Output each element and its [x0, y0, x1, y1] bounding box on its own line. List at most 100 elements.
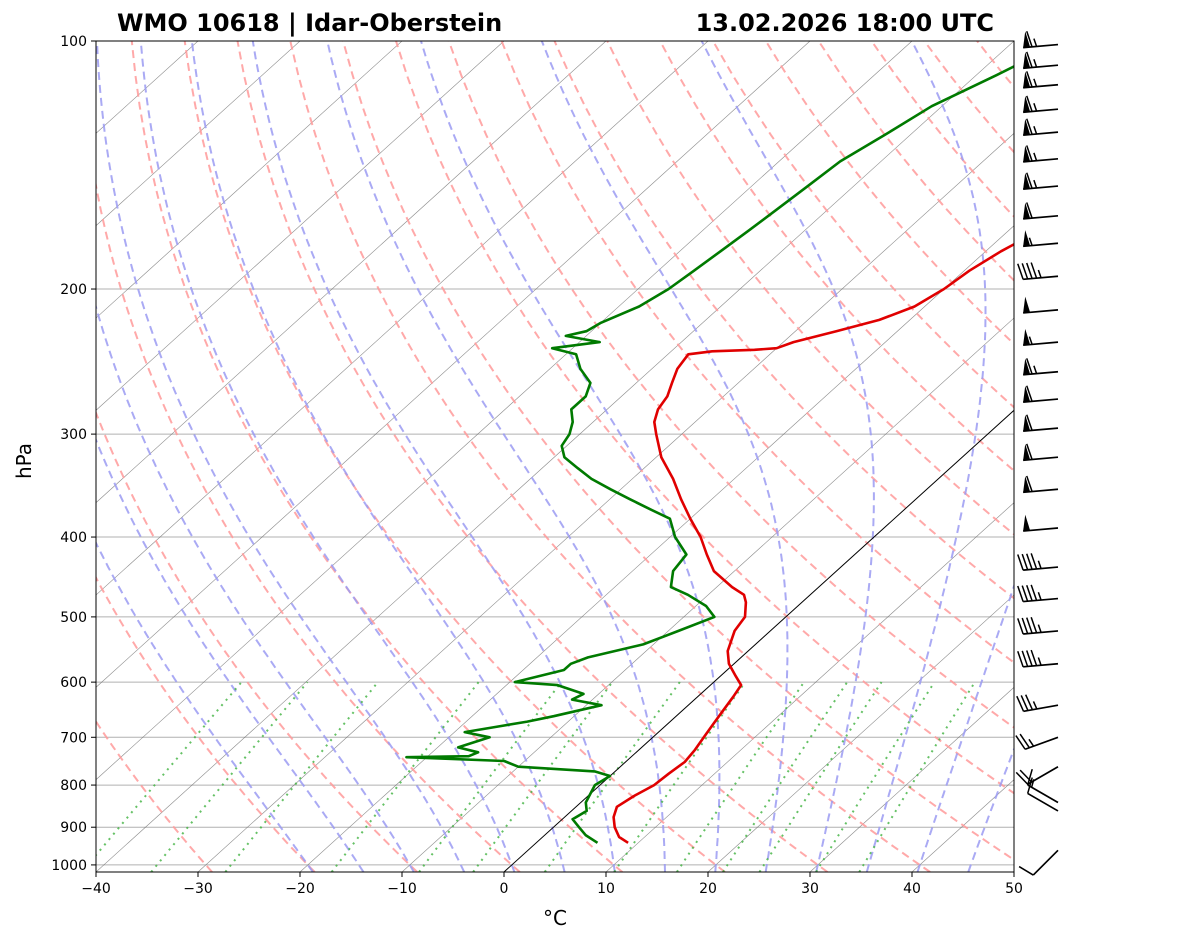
dry-adiabat-line: [130, 41, 624, 872]
wind-barb: [1026, 768, 1059, 804]
wind-barb-half: [1033, 38, 1038, 47]
wind-barb: [1023, 51, 1059, 70]
wind-barb-flag: [1023, 96, 1031, 113]
wind-barb-half: [1032, 701, 1038, 710]
wind-barb-staff: [1023, 488, 1059, 494]
y-tick-label: 1000: [51, 858, 87, 874]
wind-barb: [1017, 553, 1059, 571]
wind-barb-full: [1026, 51, 1033, 68]
x-tick-label: 0: [500, 881, 509, 897]
mixing-ratio-line: [815, 681, 936, 872]
wind-barb-full: [1026, 95, 1033, 112]
isotherm-line: [96, 41, 505, 411]
isotherm-line: [96, 41, 913, 781]
wind-barb-full: [1026, 584, 1033, 602]
x-tick-label: −20: [285, 881, 315, 897]
wind-barb-staff: [1023, 64, 1059, 70]
wind-barb-staff: [1027, 765, 1059, 785]
wind-barb-full: [1024, 694, 1034, 711]
wind-barb-staff: [1027, 784, 1059, 804]
wind-barb-full: [1017, 263, 1024, 280]
dewpoint-profile-line: [405, 65, 1014, 844]
x-axis-label: °C: [543, 906, 567, 930]
wind-barb-half: [1033, 103, 1038, 112]
wind-barb-staff: [1023, 704, 1059, 713]
mixing-ratio-line: [472, 681, 614, 872]
dry-adiabat-line: [659, 41, 1014, 472]
wind-barb: [1023, 443, 1059, 462]
wind-barb-half: [1037, 560, 1042, 569]
dry-adiabat-line: [1136, 41, 1181, 872]
wind-barb: [1015, 733, 1059, 751]
wind-barb-full: [1017, 585, 1024, 602]
wind-barb: [1023, 296, 1059, 314]
y-tick-label: 900: [60, 820, 87, 836]
isotherm-line: [1013, 871, 1014, 872]
dry-adiabat-line: [395, 41, 1014, 795]
moist-adiabat-line: [700, 41, 875, 872]
wind-barb-flag: [1023, 202, 1031, 219]
isotherm-line: [707, 594, 1014, 872]
moist-adiabat-line: [916, 582, 1014, 872]
wind-barb-full: [1021, 617, 1029, 634]
mixing-ratio-line: [676, 681, 805, 872]
wind-barb-full: [1030, 584, 1038, 601]
mixing-ratio-line: [722, 681, 849, 872]
dry-adiabat-line: [712, 41, 1014, 409]
wind-barb-full: [1019, 733, 1030, 749]
dry-adiabat-line: [1083, 41, 1181, 872]
wind-barb: [1023, 358, 1059, 376]
moist-adiabat-line: [967, 746, 1014, 872]
wind-barb: [1017, 649, 1059, 668]
wind-barb: [1018, 849, 1059, 876]
moist-adiabat-line: [540, 41, 789, 872]
mixing-ratio-line: [758, 681, 883, 872]
wind-barb-full: [1026, 30, 1033, 48]
isotherm-line: [401, 317, 1014, 872]
wind-barb-flag: [1023, 514, 1031, 532]
wind-barb-full: [1026, 443, 1033, 460]
dry-adiabat-line: [96, 575, 316, 872]
wind-barb-flag: [1023, 296, 1031, 313]
x-axis: −40 −30 −20 −10 0 10 20 30 40 50: [81, 872, 1023, 897]
wind-barb-full: [1026, 262, 1033, 279]
wind-barb: [1023, 328, 1059, 347]
moist-adiabat-line: [1019, 41, 1181, 872]
x-tick-label: −40: [81, 881, 111, 897]
profile-lines: [405, 65, 1014, 844]
y-tick-label: 600: [60, 675, 87, 691]
wind-barb-flag: [1023, 118, 1031, 136]
wind-barb: [1023, 30, 1059, 49]
isotherm-line: [96, 41, 709, 596]
wind-barb: [1023, 95, 1059, 114]
x-tick-label: 40: [903, 881, 921, 897]
wind-barb: [1023, 414, 1059, 432]
wind-barb-flag: [1023, 172, 1031, 190]
y-tick-label: 700: [60, 730, 87, 746]
x-tick-label: 30: [801, 881, 819, 897]
y-tick-label: 800: [60, 778, 87, 794]
chart-title-station: WMO 10618 | Idar-Oberstein: [117, 9, 502, 37]
mixing-ratio-line: [543, 681, 681, 872]
wind-barb-full: [1026, 118, 1033, 135]
wind-barb-flag: [1023, 476, 1031, 493]
zero-isotherm-line: [503, 409, 1014, 872]
x-tick-label: −10: [387, 881, 417, 897]
chart-title-time: 13.02.2026 18:00 UTC: [696, 9, 994, 37]
moist-adiabat-line: [865, 41, 987, 872]
wind-barb-flag: [1023, 444, 1031, 461]
wind-barb-flag: [1023, 328, 1031, 346]
mixing-ratio-line: [330, 681, 480, 872]
wind-barb-full: [1030, 262, 1038, 279]
wind-barbs: [1015, 30, 1059, 876]
wind-barb-staff: [1032, 849, 1059, 876]
dry-adiabat-line: [183, 41, 726, 872]
wind-barb-flag: [1023, 145, 1031, 162]
dry-adiabat-line: [342, 41, 1014, 861]
wind-barb-full: [1019, 769, 1033, 783]
wind-barb-flag: [1023, 52, 1031, 69]
mixing-ratio-line: [224, 681, 379, 872]
y-tick-label: 300: [60, 427, 87, 443]
wind-barb-half: [1037, 269, 1042, 279]
wind-barb-flag: [1023, 230, 1031, 247]
